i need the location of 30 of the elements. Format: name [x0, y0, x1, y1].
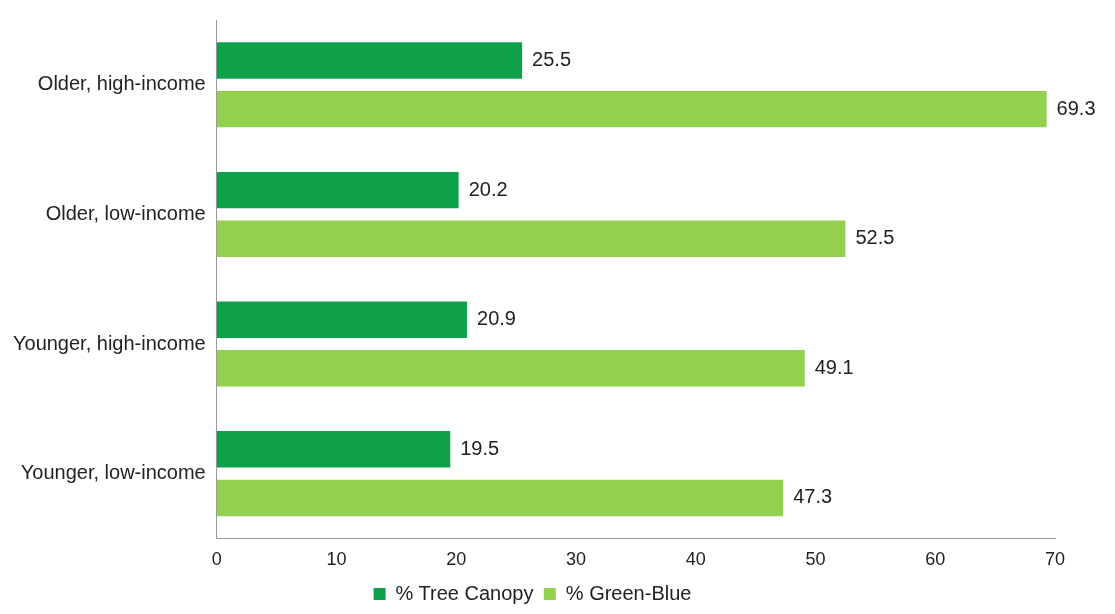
data-label: 25.5 [532, 48, 572, 71]
bar [216, 42, 523, 79]
y-tick-label: Younger, low-income [20, 461, 206, 484]
bar [216, 479, 784, 517]
y-tick-label: Older, high-income [37, 72, 206, 95]
x-tick-label: 50 [805, 549, 826, 570]
bar [216, 301, 468, 338]
bar [216, 350, 805, 387]
x-tick-label: 60 [925, 549, 946, 570]
x-tick-label: 10 [326, 549, 347, 570]
data-label: 69.3 [1056, 96, 1096, 119]
bar [216, 431, 451, 468]
data-label: 49.1 [814, 355, 854, 378]
x-tick-label: 30 [565, 549, 587, 570]
data-label: 20.2 [468, 177, 508, 200]
x-tick-label: 0 [211, 549, 222, 570]
bar [216, 171, 459, 209]
bar [216, 90, 1047, 128]
legend-label: % Tree Canopy [395, 581, 534, 604]
data-label: 52.5 [855, 226, 895, 249]
data-label: 19.5 [460, 436, 500, 459]
y-tick-label: Older, low-income [45, 201, 206, 224]
x-tick-label: 70 [1044, 549, 1066, 570]
data-label: 47.3 [793, 485, 833, 508]
legend-label: % Green-Blue [565, 581, 692, 604]
data-label: 20.9 [477, 307, 516, 330]
x-tick-label: 20 [446, 549, 467, 570]
x-tick-label: 40 [685, 549, 706, 570]
y-tick-label: Younger, high-income [13, 331, 206, 354]
bar [216, 220, 846, 257]
